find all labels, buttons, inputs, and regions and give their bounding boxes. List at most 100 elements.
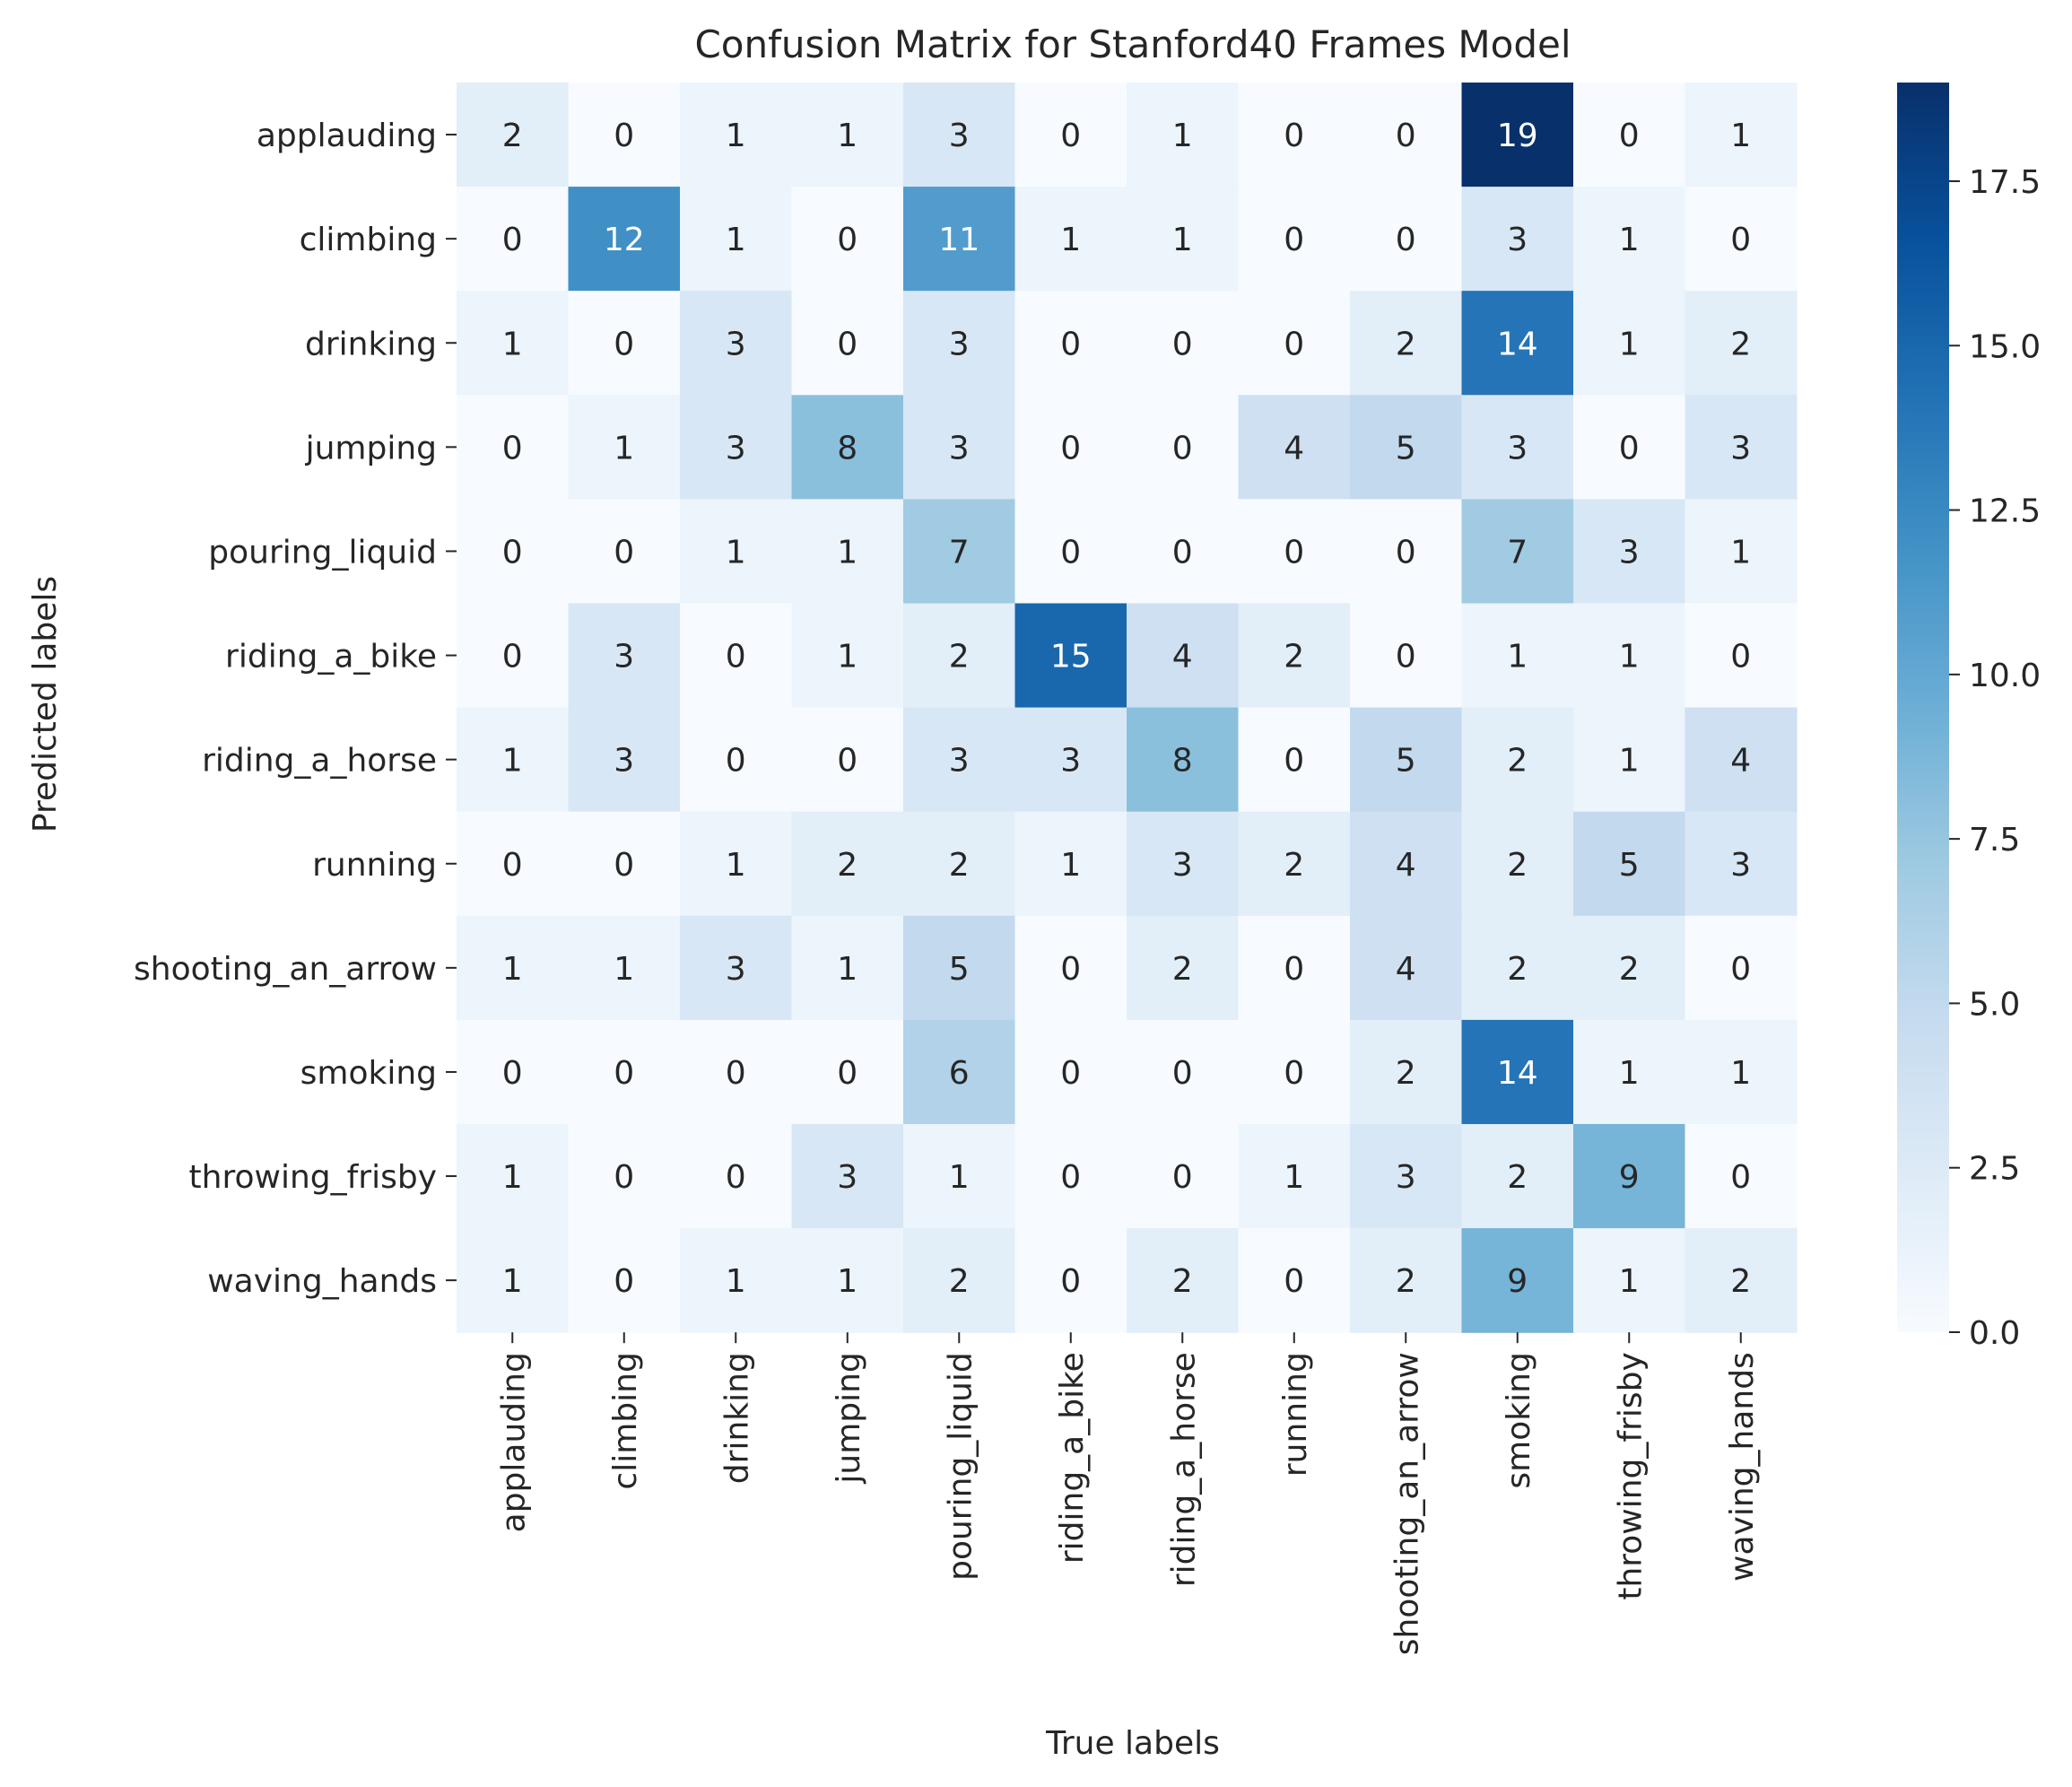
colorbar-tick-label: 15.0: [1969, 328, 2041, 365]
heatmap-cell: [1350, 915, 1463, 1021]
heatmap-cell: [457, 811, 570, 917]
colorbar-tick-label: 10.0: [1969, 658, 2041, 694]
cell-value-label: 0: [502, 847, 523, 884]
cell-value-label: 2: [1396, 326, 1416, 362]
heatmap-cell: [457, 499, 570, 605]
y-tick-label: throwing_frisby: [189, 1159, 437, 1196]
cell-value-label: 0: [1060, 1159, 1081, 1196]
cell-value-label: 7: [949, 534, 970, 571]
cell-value-label: 0: [1284, 534, 1304, 571]
cell-value-label: 0: [1060, 326, 1081, 362]
cell-value-label: 0: [837, 1055, 858, 1092]
cell-value-label: 3: [1507, 222, 1528, 258]
cell-value-label: 0: [614, 534, 634, 571]
y-tick-label: smoking: [300, 1055, 437, 1092]
cell-value-label: 0: [726, 1159, 746, 1196]
heatmap-cell: [1685, 811, 1798, 917]
heatmap-cell: [1127, 187, 1240, 292]
cell-value-label: 0: [1060, 118, 1081, 154]
heatmap-cell: [791, 1124, 904, 1229]
heatmap-cell: [1573, 83, 1686, 187]
heatmap-cell: [903, 811, 1016, 917]
heatmap-cell: [680, 707, 793, 813]
cell-value-label: 12: [604, 222, 645, 258]
heatmap-cell: [1461, 395, 1574, 500]
heatmap-cell: [1014, 1228, 1127, 1333]
cell-value-label: 1: [614, 951, 634, 988]
x-tick-label: drinking: [718, 1352, 755, 1484]
heatmap-cell: [1238, 915, 1351, 1021]
heatmap-cell: [457, 915, 570, 1021]
heatmap-cell: [457, 187, 570, 292]
heatmap-cell: [903, 603, 1016, 709]
cell-value-label: 1: [1619, 1263, 1640, 1300]
heatmap-cell: [791, 291, 904, 396]
cell-value-label: 1: [1172, 118, 1193, 154]
cell-value-label: 0: [1730, 639, 1751, 676]
heatmap-cell: [791, 395, 904, 500]
heatmap-cell: [1127, 811, 1240, 917]
cell-value-label: 9: [1507, 1263, 1528, 1300]
cell-value-label: 0: [1284, 951, 1304, 988]
heatmap-cell: [1238, 395, 1351, 500]
x-tick-label: throwing_frisby: [1612, 1352, 1649, 1600]
y-tick-label: jumping: [305, 430, 437, 466]
cell-value-label: 1: [726, 222, 746, 258]
heatmap-cell: [1127, 1228, 1240, 1333]
heatmap-cell: [903, 187, 1016, 292]
cell-value-label: 2: [1284, 847, 1304, 884]
x-tick-label: applauding: [495, 1352, 532, 1532]
heatmap-cell: [457, 1124, 570, 1229]
heatmap-cell: [903, 707, 1016, 813]
cell-value-label: 0: [1619, 430, 1640, 466]
cell-value-label: 0: [1172, 1055, 1193, 1092]
cell-value-label: 0: [1284, 1055, 1304, 1092]
heatmap-cell: [1238, 811, 1351, 917]
cell-value-label: 3: [726, 951, 746, 988]
cell-value-label: 8: [1172, 743, 1193, 780]
cell-value-label: 0: [1060, 951, 1081, 988]
heatmap-cell: [903, 1019, 1016, 1125]
cell-value-label: 0: [1284, 222, 1304, 258]
x-tick-label: riding_a_bike: [1054, 1352, 1091, 1564]
cell-value-label: 0: [1284, 743, 1304, 780]
x-tick-label: pouring_liquid: [942, 1352, 979, 1581]
heatmap-cell: [1573, 811, 1686, 917]
cell-value-label: 2: [1284, 639, 1304, 676]
heatmap-cell: [1685, 499, 1798, 605]
colorbar-ticks: 0.0 2.5 5.0 7.5 10.0 12.5 15.0 17.5: [1949, 164, 2041, 1352]
colorbar-tick-label: 2.5: [1969, 1151, 2020, 1188]
y-axis-ticks: applauding climbing drinking jumping pouring…: [134, 118, 457, 1300]
cell-value-label: 0: [1730, 1159, 1751, 1196]
heatmap-cell: [1573, 1228, 1686, 1333]
heatmap-cell: [1573, 707, 1686, 813]
heatmap-cell: [1127, 395, 1240, 500]
heatmap-cell: [1127, 291, 1240, 396]
cell-value-label: 0: [1284, 326, 1304, 362]
heatmap-cell: [1014, 1124, 1127, 1229]
cell-value-label: 0: [837, 743, 858, 780]
heatmap-cell: [568, 915, 681, 1021]
cell-value-label: 3: [1396, 1159, 1416, 1196]
x-axis-ticks: applauding climbing drinking jumping pouring…: [495, 1332, 1761, 1655]
heatmap-cell: [680, 811, 793, 917]
y-tick-label: climbing: [300, 222, 437, 258]
heatmap-cell: [903, 1228, 1016, 1333]
cell-value-label: 3: [726, 326, 746, 362]
cell-value-label: 0: [614, 1159, 634, 1196]
cell-value-label: 1: [502, 951, 523, 988]
cell-value-label: 0: [726, 743, 746, 780]
heatmap-cell: [680, 291, 793, 396]
y-tick-label: waving_hands: [207, 1263, 437, 1300]
y-tick-label: applauding: [257, 118, 437, 154]
heatmap-cell: [568, 499, 681, 605]
heatmap-cell: [568, 603, 681, 709]
heatmap-cell: [1573, 395, 1686, 500]
cell-value-label: 1: [837, 118, 858, 154]
cell-value-label: 5: [1396, 743, 1416, 780]
cell-value-label: 4: [1284, 430, 1304, 466]
heatmap-cell: [1238, 187, 1351, 292]
heatmap-cell: [1238, 291, 1351, 396]
colorbar-tick-label: 0.0: [1969, 1315, 2020, 1352]
